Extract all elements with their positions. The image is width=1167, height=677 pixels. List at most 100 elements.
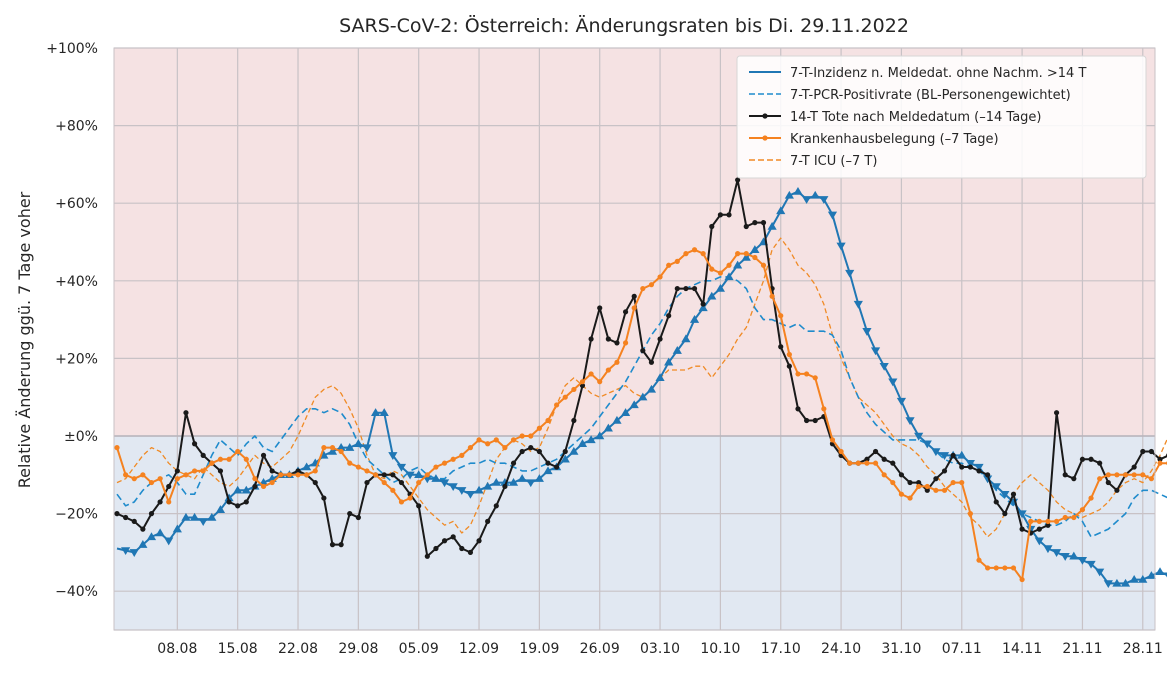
data-point [922,440,932,449]
series-line [116,248,1167,581]
data-point [121,547,131,556]
data-point [1045,522,1051,528]
data-point [760,262,767,268]
data-point [321,445,327,451]
data-point [252,476,258,482]
data-point [896,397,907,406]
data-point [1019,576,1025,583]
x-tick-label: 21.11 [1062,641,1102,657]
legend-entry: 7-T-Inzidenz n. Meldedat. ohne Nachm. >1… [790,66,1086,81]
data-point [476,538,482,544]
data-point [508,477,519,486]
data-point [1140,448,1146,455]
x-tick-label: 17.10 [761,641,801,657]
x-tick-label: 29.08 [338,641,378,657]
data-point [1051,549,1062,557]
data-point [148,479,155,486]
data-point [485,518,491,524]
data-point [114,510,120,517]
data-point [217,468,224,474]
data-point [983,475,993,484]
data-point [416,503,422,509]
data-point [123,472,129,478]
data-point [1060,553,1070,561]
data-point [795,371,801,377]
data-point [140,526,146,532]
x-tick-label: 31.10 [881,641,921,657]
data-point [260,452,267,458]
data-point [726,212,732,218]
data-point [1164,572,1167,578]
x-tick-label: 12.09 [459,641,499,657]
data-point [390,487,396,493]
data-point [526,479,536,488]
data-point [536,448,542,455]
data-point [131,476,137,482]
data-point [976,468,982,474]
data-point [534,474,544,482]
data-point [364,468,370,474]
data-point [640,348,646,354]
data-point [664,357,674,366]
data-point [215,505,226,513]
data-point [174,468,180,474]
data-point [648,282,655,288]
data-point [579,382,586,389]
data-point [862,328,872,336]
data-point [450,534,456,540]
data-point [957,450,967,459]
data-point [164,537,174,546]
data-point [1071,514,1077,521]
data-point [612,415,622,424]
data-point [991,483,1001,492]
data-point [260,483,267,490]
data-point [321,495,327,501]
data-point [302,462,312,471]
data-point [1026,525,1036,534]
data-point [207,512,217,521]
data-point [286,472,292,478]
data-point [347,510,353,517]
data-point [543,466,553,475]
data-point [1097,460,1103,466]
data-point [433,464,439,470]
data-point [907,479,913,486]
data-point [191,468,198,474]
data-point [735,177,741,183]
data-point [769,293,775,299]
data-point [588,336,594,342]
data-point [200,468,206,474]
data-point [183,410,189,416]
data-point [510,437,517,443]
data-point [717,270,724,276]
data-point [620,408,631,416]
data-point [441,460,448,466]
data-point [338,448,344,455]
legend: 7-T-Inzidenz n. Meldedat. ohne Nachm. >1… [736,55,1147,179]
data-point [638,392,648,401]
data-point [674,258,680,264]
data-point [1077,556,1088,565]
data-point [993,565,999,571]
data-point [588,371,594,377]
data-point [646,384,657,393]
data-point [898,491,905,497]
x-tick-label: 05.09 [399,641,439,657]
data-point [907,495,913,501]
data-point [416,479,422,486]
data-point [493,437,499,443]
data-point [795,406,801,412]
data-point [459,452,465,458]
data-point [597,379,603,385]
data-point [388,452,398,460]
data-point [931,448,941,457]
data-point [1114,487,1120,493]
data-point [278,472,284,478]
legend-entry: 7-T-PCR-Positivrate (BL-Personengewichte… [790,88,1071,103]
x-tick-label: 24.10 [821,641,861,657]
data-point [579,379,586,385]
x-tick-label: 10.10 [700,641,740,657]
y-axis-label: Relative Änderung ggü. 7 Tage voher [15,191,34,488]
data-point [312,479,318,486]
series-line [116,237,1167,538]
